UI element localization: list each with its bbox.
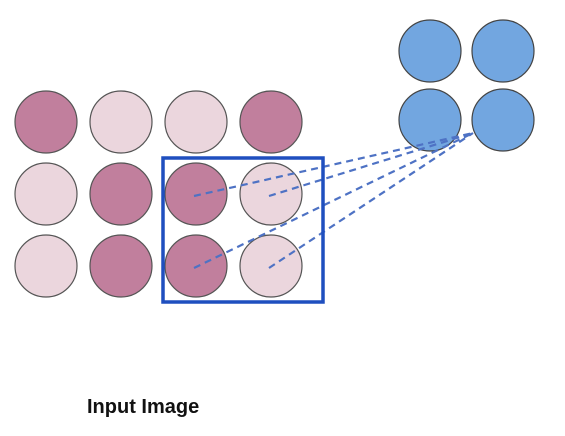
output-node-r1c2 — [471, 19, 535, 83]
output-node-r1c1 — [398, 19, 462, 83]
output-node-grid — [398, 19, 535, 152]
output-node-r2c1 — [398, 88, 462, 152]
input-pixel-grid — [14, 90, 303, 298]
input-pixel-dark-r1c1 — [14, 90, 78, 154]
connection-line-r3c3 — [193, 132, 474, 269]
input-pixel-light-r2c1 — [14, 162, 78, 226]
input-pixel-dark-r1c4 — [239, 90, 303, 154]
kernel-window-box — [161, 156, 325, 304]
input-pixel-dark-r2c3 — [164, 162, 228, 226]
input-pixel-light-r1c3 — [164, 90, 228, 154]
connection-line-r2c3 — [193, 131, 474, 198]
output-node-r2c2 — [471, 88, 535, 152]
input-pixel-light-r2c4 — [239, 162, 303, 226]
connection-line-r3c4 — [268, 132, 474, 269]
connection-lines — [193, 131, 474, 269]
input-pixel-light-r3c1 — [14, 234, 78, 298]
input-pixel-dark-r2c2 — [89, 162, 153, 226]
input-pixel-light-r1c2 — [89, 90, 153, 154]
input-image-caption: Input Image — [87, 396, 200, 418]
input-pixel-dark-r3c2 — [89, 234, 153, 298]
